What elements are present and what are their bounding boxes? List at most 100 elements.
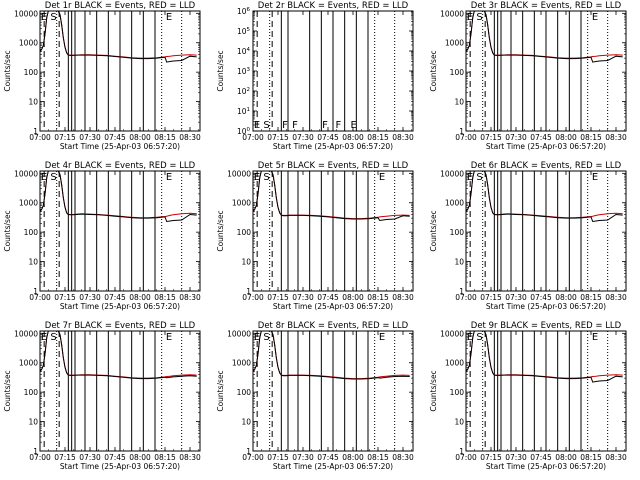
- x-tick-label: 07:15: [480, 293, 502, 302]
- y-tick-label: 100: [237, 127, 251, 136]
- y-tick-label: 1000: [445, 199, 464, 208]
- x-tick-label: 07:00: [455, 293, 477, 302]
- lld-series-line: [466, 171, 623, 219]
- interval-flag-label: E S: [41, 172, 57, 183]
- x-tick-label: 07:45: [104, 133, 126, 142]
- x-tick-label: 08:30: [392, 453, 414, 462]
- x-tick-label: 07:15: [480, 453, 502, 462]
- x-axis-label: Start Time (25-Apr-03 06:57:20): [273, 462, 393, 471]
- y-tick-label: 1000: [19, 39, 38, 48]
- y-tick-label: 10: [454, 418, 464, 427]
- interval-flag-label: F: [292, 120, 298, 131]
- x-tick-label: 07:00: [455, 133, 477, 142]
- x-tick-label: 08:30: [179, 453, 201, 462]
- x-tick-label: 08:30: [179, 293, 201, 302]
- interval-flag-label: E: [592, 332, 598, 343]
- x-tick-label: 08:15: [367, 133, 389, 142]
- x-tick-label: 07:00: [29, 453, 51, 462]
- chart-panel: Det 7r BLACK = Events, RED = LLD 1 10 100 10…: [3, 321, 201, 471]
- x-tick-label: 08:30: [179, 133, 201, 142]
- interval-flag-label: E: [166, 332, 172, 343]
- lld-series-line: [253, 331, 410, 380]
- x-axis-label: Start Time (25-Apr-03 06:57:20): [273, 302, 393, 311]
- y-tick-label: 10000: [440, 169, 464, 178]
- x-tick-label: 07:45: [530, 453, 552, 462]
- chart-panel: Det 5r BLACK = Events, RED = LLD 1 10 100 10…: [216, 161, 414, 311]
- x-tick-label: 08:00: [555, 293, 577, 302]
- y-tick-label: 1: [246, 287, 251, 296]
- y-tick-label: 104: [237, 47, 251, 56]
- chart-panel: Det 2r BLACK = Events, RED = LLD 100 101 10…: [216, 1, 414, 151]
- x-tick-label: 07:45: [530, 133, 552, 142]
- y-axis-label: Counts/sec: [216, 210, 225, 251]
- events-series-line: [40, 331, 197, 380]
- x-tick-label: 07:15: [267, 133, 289, 142]
- x-tick-label: 08:15: [580, 133, 602, 142]
- x-tick-label: 08:00: [129, 293, 151, 302]
- x-tick-label: 07:45: [530, 293, 552, 302]
- interval-flag-label: E: [351, 120, 357, 131]
- interval-flag-label: E S: [467, 172, 483, 183]
- y-tick-label: 1: [33, 127, 38, 136]
- x-tick-label: 07:15: [54, 453, 76, 462]
- x-tick-label: 07:15: [267, 453, 289, 462]
- y-tick-label: 1000: [445, 359, 464, 368]
- y-tick-label: 1000: [445, 39, 464, 48]
- y-tick-label: 1: [246, 447, 251, 456]
- x-axis-label: Start Time (25-Apr-03 06:57:20): [486, 462, 606, 471]
- x-tick-label: 07:00: [242, 133, 264, 142]
- events-series-line: [466, 171, 623, 223]
- chart-title: Det 7r BLACK = Events, RED = LLD: [45, 321, 196, 331]
- x-tick-label: 08:15: [154, 133, 176, 142]
- y-tick-label: 10000: [227, 329, 251, 338]
- x-tick-label: 08:00: [342, 293, 364, 302]
- y-tick-label: 10000: [440, 9, 464, 18]
- y-tick-label: 103: [237, 67, 251, 76]
- x-tick-label: 08:00: [342, 453, 364, 462]
- x-tick-label: 08:30: [392, 293, 414, 302]
- x-tick-label: 07:30: [505, 133, 527, 142]
- x-tick-label: 07:30: [292, 453, 314, 462]
- interval-flag-label: E S: [254, 332, 270, 343]
- y-tick-label: 10000: [227, 169, 251, 178]
- x-tick-label: 07:00: [455, 453, 477, 462]
- x-axis-label: Start Time (25-Apr-03 06:57:20): [60, 302, 180, 311]
- y-tick-label: 105: [237, 27, 251, 36]
- y-tick-label: 1000: [232, 199, 251, 208]
- x-tick-label: 07:30: [292, 133, 314, 142]
- y-tick-label: 10000: [14, 329, 38, 338]
- y-axis-label: Counts/sec: [3, 370, 12, 411]
- interval-flag-label: E S: [41, 332, 57, 343]
- interval-flag-label: E: [592, 12, 598, 23]
- chart-panel: Det 3r BLACK = Events, RED = LLD 1 10 100 10…: [429, 1, 627, 151]
- y-tick-label: 1000: [19, 199, 38, 208]
- lld-series-line: [253, 171, 410, 220]
- y-tick-label: 100: [237, 228, 252, 237]
- x-axis-label: Start Time (25-Apr-03 06:57:20): [486, 302, 606, 311]
- y-tick-label: 100: [237, 388, 252, 397]
- y-tick-label: 10: [454, 258, 464, 267]
- y-axis-label: Counts/sec: [429, 210, 438, 251]
- x-tick-label: 07:30: [292, 293, 314, 302]
- y-tick-label: 1: [33, 287, 38, 296]
- x-tick-label: 07:30: [79, 293, 101, 302]
- y-tick-label: 101: [237, 107, 250, 116]
- y-tick-label: 1000: [232, 359, 251, 368]
- x-tick-label: 08:30: [605, 453, 627, 462]
- y-axis-label: Counts/sec: [216, 50, 225, 91]
- y-axis-label: Counts/sec: [429, 370, 438, 411]
- x-tick-label: 07:45: [317, 293, 339, 302]
- x-tick-label: 07:45: [317, 453, 339, 462]
- chart-panel: Det 8r BLACK = Events, RED = LLD 1 10 100 10…: [216, 321, 414, 471]
- y-tick-label: 106: [237, 7, 251, 16]
- y-tick-label: 1: [459, 287, 464, 296]
- x-tick-label: 07:45: [317, 133, 339, 142]
- y-tick-label: 100: [450, 68, 465, 77]
- lld-series-line: [40, 171, 197, 219]
- interval-flag-label: E S: [467, 332, 483, 343]
- chart-panel: Det 4r BLACK = Events, RED = LLD 1 10 100 10…: [3, 161, 201, 311]
- x-axis-label: Start Time (25-Apr-03 06:57:20): [486, 142, 606, 151]
- chart-title: Det 5r BLACK = Events, RED = LLD: [258, 161, 409, 171]
- x-tick-label: 07:15: [480, 133, 502, 142]
- y-tick-label: 1: [459, 447, 464, 456]
